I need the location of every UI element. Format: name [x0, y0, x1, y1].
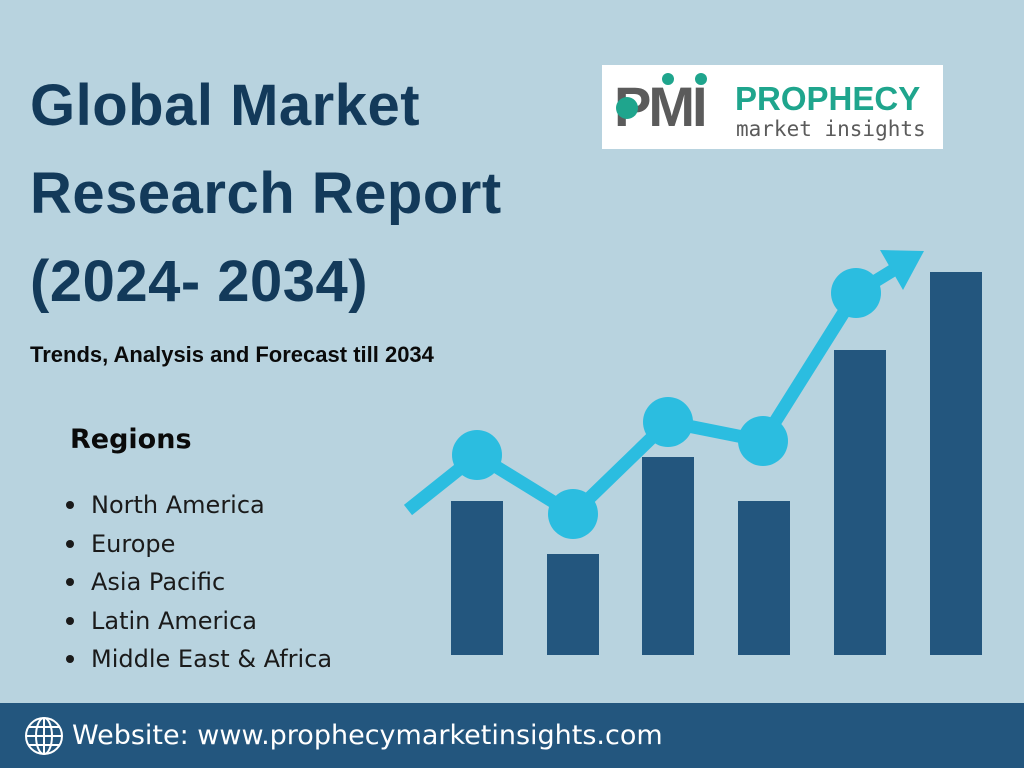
title-line: Global Market — [30, 73, 421, 138]
report-title: Global Market Research Report (2024- 203… — [30, 62, 502, 326]
bullet-icon — [66, 501, 74, 510]
logo-brand: PROPHECY — [735, 80, 921, 117]
trend-point — [831, 268, 881, 318]
company-logo: PMI PROPHECY market insights — [602, 65, 943, 149]
report-subtitle: Trends, Analysis and Forecast till 2034 — [30, 342, 434, 367]
bar — [642, 457, 694, 655]
arrow-head-icon — [880, 250, 924, 290]
bullet-icon — [66, 539, 74, 548]
logo-dot — [662, 73, 674, 85]
list-item: Latin America — [66, 602, 332, 641]
logo-dot — [695, 73, 707, 85]
list-item: Europe — [66, 525, 332, 564]
title-line: (2024- 2034) — [30, 249, 369, 314]
list-item: North America — [66, 486, 332, 525]
logo-tagline: market insights — [736, 117, 926, 141]
regions-heading: Regions — [70, 424, 192, 455]
title-line: Research Report — [30, 161, 502, 226]
bar — [738, 501, 790, 655]
bullet-icon — [66, 616, 74, 625]
trend-point — [548, 489, 598, 539]
globe-icon — [25, 716, 63, 755]
bar — [834, 350, 886, 655]
bullet-icon — [66, 578, 74, 587]
regions-list: North America Europe Asia Pacific Latin … — [66, 486, 332, 679]
trend-point — [452, 430, 502, 480]
bar — [451, 501, 503, 655]
bar — [930, 272, 982, 655]
bullet-icon — [66, 655, 74, 664]
bar — [547, 554, 599, 655]
list-item: Asia Pacific — [66, 563, 332, 602]
footer-bar: Website: www.prophecymarketinsights.com — [0, 703, 1024, 768]
globe-icon — [616, 97, 638, 119]
trend-point — [643, 397, 693, 447]
website-link[interactable]: Website: www.prophecymarketinsights.com — [72, 720, 663, 751]
list-item: Middle East & Africa — [66, 640, 332, 679]
trend-point — [738, 416, 788, 466]
